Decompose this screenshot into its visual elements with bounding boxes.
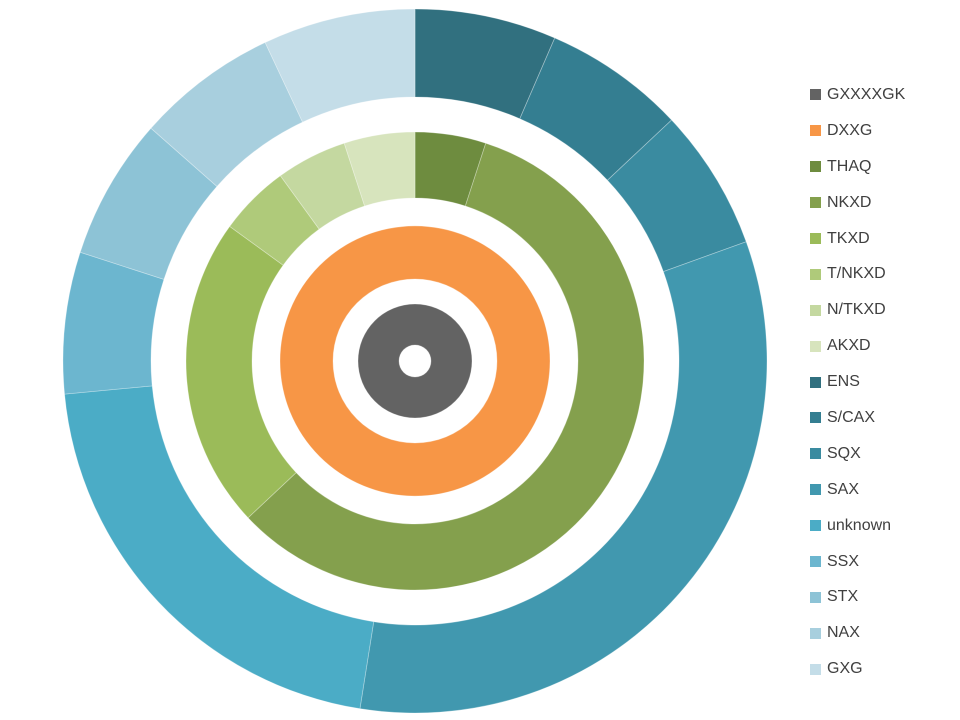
legend-item-tkxd: TKXD	[810, 221, 905, 257]
legend-item-nax: NAX	[810, 615, 905, 651]
legend-item-ssx: SSX	[810, 544, 905, 580]
legend-item-t-nkxd: T/NKXD	[810, 256, 905, 292]
legend-label: SAX	[827, 480, 860, 498]
legend-swatch	[810, 448, 821, 460]
legend-item-unknown: unknown	[810, 508, 905, 544]
legend-swatch	[810, 304, 821, 316]
legend-item-ens: ENS	[810, 364, 905, 400]
legend-item-sax: SAX	[810, 472, 905, 508]
legend-swatch	[810, 161, 821, 173]
legend-swatch	[810, 556, 821, 568]
segment-n-tkxd	[279, 142, 366, 230]
legend-label: S/CAX	[827, 408, 876, 426]
legend-swatch	[810, 520, 821, 532]
legend-label: N/TKXD	[827, 301, 886, 319]
legend-swatch	[810, 663, 821, 675]
legend-label: GXG	[827, 660, 863, 678]
legend-item-sqx: SQX	[810, 436, 905, 472]
segment-sax	[359, 241, 768, 714]
chart-rings	[62, 8, 768, 714]
legend-item-nkxd: NKXD	[810, 185, 905, 221]
legend-swatch	[810, 627, 821, 639]
legend-label: unknown	[827, 516, 892, 534]
legend-swatch	[810, 484, 821, 496]
legend-item-s-cax: S/CAX	[810, 400, 905, 436]
legend-label: THAQ	[827, 157, 872, 175]
legend-label: DXXG	[827, 121, 873, 139]
segment-gxxxxgk	[357, 303, 473, 419]
legend-label: GXXXXGK	[827, 85, 906, 103]
legend-label: AKXD	[827, 337, 871, 355]
legend-label: STX	[827, 588, 859, 606]
legend-swatch	[810, 412, 821, 424]
segment-dxxg	[279, 225, 551, 497]
segment-s-cax	[519, 37, 673, 181]
segment-nkxd	[247, 142, 645, 591]
legend-swatch	[810, 125, 821, 137]
legend-label: TKXD	[827, 229, 870, 247]
segment-tkxd	[185, 225, 297, 519]
chart-legend: GXXXXGK DXXG THAQ NKXD TKXD T/NKXD N/TKXD AKXD E…	[810, 77, 905, 687]
legend-swatch	[810, 591, 821, 603]
legend-swatch	[810, 376, 821, 388]
legend-swatch	[810, 268, 821, 280]
legend-item-thaq: THAQ	[810, 149, 905, 185]
segment-akxd	[343, 131, 416, 207]
legend-item-n-tkxd: N/TKXD	[810, 292, 905, 328]
legend-swatch	[810, 340, 821, 352]
segment-gxg	[264, 8, 416, 123]
legend-label: T/NKXD	[827, 265, 886, 283]
legend-item-gxg: GXG	[810, 651, 905, 687]
legend-item-akxd: AKXD	[810, 328, 905, 364]
legend-item-stx: STX	[810, 579, 905, 615]
segment-unknown	[64, 385, 375, 710]
legend-label: ENS	[827, 373, 860, 391]
legend-swatch	[810, 197, 821, 209]
legend-label: NKXD	[827, 193, 872, 211]
legend-label: NAX	[827, 624, 860, 642]
legend-item-gxxxxgk: GXXXXGK	[810, 77, 905, 113]
legend-label: SQX	[827, 444, 861, 462]
legend-swatch	[810, 89, 821, 101]
legend-item-dxxg: DXXG	[810, 113, 905, 149]
legend-label: SSX	[827, 552, 860, 570]
segment-sqx	[606, 119, 747, 273]
legend-swatch	[810, 233, 821, 244]
